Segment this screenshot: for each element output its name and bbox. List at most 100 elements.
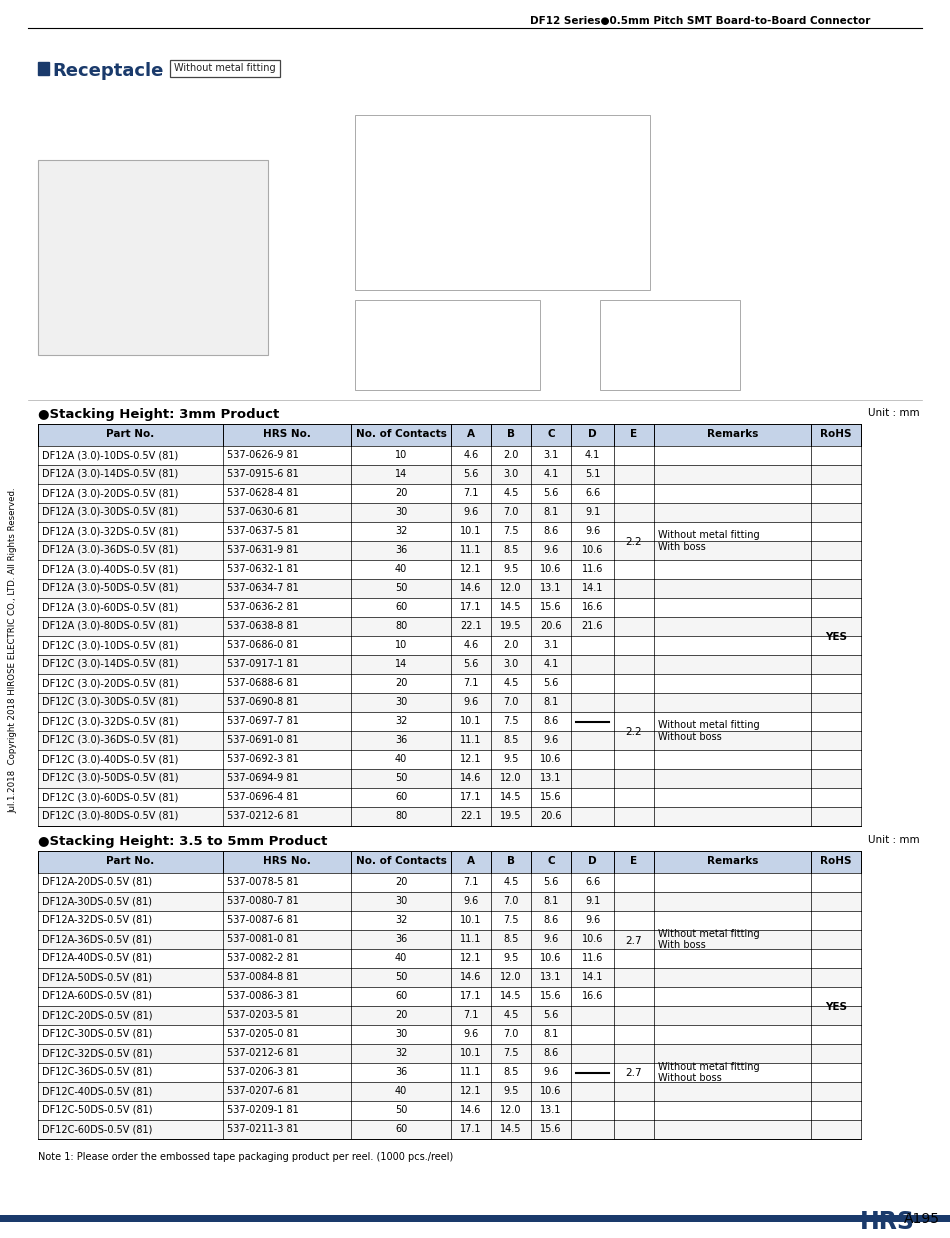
Text: Part No.: Part No. — [106, 855, 155, 867]
Text: 2.2: 2.2 — [626, 537, 642, 547]
Bar — [38, 62, 49, 76]
Text: 8.5: 8.5 — [504, 933, 519, 945]
Text: 36: 36 — [395, 1067, 408, 1077]
Text: 8.1: 8.1 — [543, 697, 559, 707]
Text: 15.6: 15.6 — [541, 602, 561, 612]
Bar — [38, 1006, 861, 1025]
Text: 14: 14 — [395, 659, 408, 669]
Text: 10.6: 10.6 — [541, 565, 561, 574]
Text: 537-0638-8 81: 537-0638-8 81 — [227, 621, 298, 631]
Text: A195: A195 — [904, 1212, 940, 1226]
Bar — [38, 1063, 861, 1082]
Text: 10.6: 10.6 — [541, 754, 561, 764]
Text: 537-0203-5 81: 537-0203-5 81 — [227, 1010, 299, 1020]
Text: 537-0205-0 81: 537-0205-0 81 — [227, 1029, 299, 1039]
Bar — [38, 484, 861, 503]
Text: 2.7: 2.7 — [626, 936, 642, 946]
Text: 40: 40 — [395, 1086, 408, 1096]
Text: 8.6: 8.6 — [543, 526, 559, 536]
Text: 21.6: 21.6 — [581, 621, 603, 631]
Text: 36: 36 — [395, 735, 408, 745]
Text: 537-0692-3 81: 537-0692-3 81 — [227, 754, 298, 764]
Bar — [355, 115, 650, 290]
Text: 12.1: 12.1 — [460, 1086, 482, 1096]
Text: 9.6: 9.6 — [543, 735, 559, 745]
Text: 537-0087-6 81: 537-0087-6 81 — [227, 915, 298, 925]
Text: 5.6: 5.6 — [543, 1010, 559, 1020]
Text: 11.6: 11.6 — [581, 565, 603, 574]
Text: DF12A (3.0)-10DS-0.5V (81): DF12A (3.0)-10DS-0.5V (81) — [42, 449, 179, 461]
Text: 20: 20 — [395, 1010, 408, 1020]
Text: 10.1: 10.1 — [461, 716, 482, 725]
Text: D: D — [588, 855, 597, 867]
Text: 6.6: 6.6 — [585, 877, 600, 886]
Text: 537-0631-9 81: 537-0631-9 81 — [227, 545, 298, 555]
Bar — [38, 636, 861, 655]
Bar — [600, 300, 740, 390]
Text: DF12A (3.0)-36DS-0.5V (81): DF12A (3.0)-36DS-0.5V (81) — [42, 545, 179, 555]
Text: Unit : mm: Unit : mm — [868, 834, 920, 846]
Text: DF12A (3.0)-40DS-0.5V (81): DF12A (3.0)-40DS-0.5V (81) — [42, 565, 179, 574]
Text: 5.6: 5.6 — [543, 678, 559, 688]
Text: 2.2: 2.2 — [626, 727, 642, 737]
Bar — [38, 579, 861, 598]
Text: 15.6: 15.6 — [541, 792, 561, 802]
Bar — [38, 1025, 861, 1044]
Text: DF12C (3.0)-40DS-0.5V (81): DF12C (3.0)-40DS-0.5V (81) — [42, 754, 179, 764]
Text: DF12C (3.0)-30DS-0.5V (81): DF12C (3.0)-30DS-0.5V (81) — [42, 697, 179, 707]
Text: 15.6: 15.6 — [541, 990, 561, 1002]
Text: 12.0: 12.0 — [501, 1106, 522, 1115]
Bar — [38, 987, 861, 1006]
Bar — [38, 1120, 861, 1139]
Text: Note 1: Please order the embossed tape packaging product per reel. (1000 pcs./re: Note 1: Please order the embossed tape p… — [38, 1153, 453, 1162]
Bar — [38, 807, 861, 826]
Text: DF12A (3.0)-80DS-0.5V (81): DF12A (3.0)-80DS-0.5V (81) — [42, 621, 179, 631]
Text: 8.6: 8.6 — [543, 915, 559, 925]
Text: No. of Contacts: No. of Contacts — [355, 430, 446, 439]
Text: 20: 20 — [395, 488, 408, 498]
Text: 13.1: 13.1 — [541, 972, 561, 982]
Text: DF12A (3.0)-30DS-0.5V (81): DF12A (3.0)-30DS-0.5V (81) — [42, 508, 179, 517]
Text: 30: 30 — [395, 697, 408, 707]
Text: D: D — [588, 430, 597, 439]
Text: 30: 30 — [395, 508, 408, 517]
Text: A: A — [467, 430, 475, 439]
Text: 12.0: 12.0 — [501, 773, 522, 782]
Text: Remarks: Remarks — [707, 430, 758, 439]
Text: 9.6: 9.6 — [464, 508, 479, 517]
Text: DF12A-32DS-0.5V (81): DF12A-32DS-0.5V (81) — [42, 915, 152, 925]
Text: 7.0: 7.0 — [504, 508, 519, 517]
Text: DF12A (3.0)-60DS-0.5V (81): DF12A (3.0)-60DS-0.5V (81) — [42, 602, 179, 612]
Text: 11.1: 11.1 — [461, 1067, 482, 1077]
Text: 40: 40 — [395, 565, 408, 574]
Text: 30: 30 — [395, 896, 408, 906]
Text: 10.6: 10.6 — [581, 933, 603, 945]
Text: 5.6: 5.6 — [464, 469, 479, 479]
Text: 5.1: 5.1 — [585, 469, 600, 479]
Text: 9.6: 9.6 — [543, 933, 559, 945]
Text: Without metal fitting: Without metal fitting — [658, 531, 760, 541]
Text: DF12A-20DS-0.5V (81): DF12A-20DS-0.5V (81) — [42, 877, 152, 886]
Bar — [38, 1082, 861, 1101]
Text: 13.1: 13.1 — [541, 583, 561, 593]
Text: DF12C (3.0)-80DS-0.5V (81): DF12C (3.0)-80DS-0.5V (81) — [42, 811, 179, 821]
Bar — [38, 730, 861, 750]
Text: 3.0: 3.0 — [504, 469, 519, 479]
Text: DF12C (3.0)-60DS-0.5V (81): DF12C (3.0)-60DS-0.5V (81) — [42, 792, 179, 802]
Text: 4.1: 4.1 — [543, 659, 559, 669]
Text: HRS No.: HRS No. — [263, 430, 311, 439]
Text: 537-0212-6 81: 537-0212-6 81 — [227, 1049, 299, 1058]
Text: 22.1: 22.1 — [460, 621, 482, 631]
Bar — [38, 541, 861, 560]
Text: 3.1: 3.1 — [543, 449, 559, 461]
Text: 537-0636-2 81: 537-0636-2 81 — [227, 602, 298, 612]
Text: 10.1: 10.1 — [461, 526, 482, 536]
Text: 17.1: 17.1 — [460, 1124, 482, 1134]
Text: 537-0086-3 81: 537-0086-3 81 — [227, 990, 298, 1002]
Text: DF12A (3.0)-14DS-0.5V (81): DF12A (3.0)-14DS-0.5V (81) — [42, 469, 179, 479]
Text: DF12A-50DS-0.5V (81): DF12A-50DS-0.5V (81) — [42, 972, 152, 982]
Text: 537-0915-6 81: 537-0915-6 81 — [227, 469, 298, 479]
Text: 537-0082-2 81: 537-0082-2 81 — [227, 953, 299, 963]
Text: DF12C (3.0)-14DS-0.5V (81): DF12C (3.0)-14DS-0.5V (81) — [42, 659, 179, 669]
Bar — [38, 950, 861, 968]
